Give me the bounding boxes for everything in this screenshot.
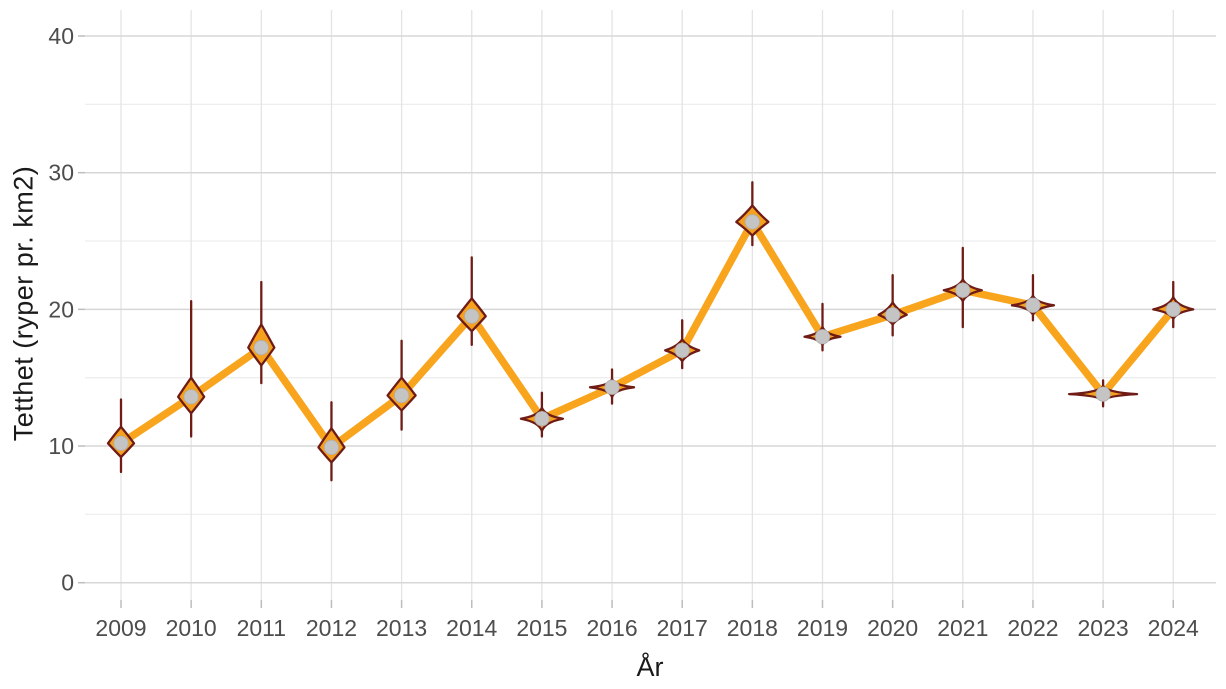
- x-tick-label-2024: 2024: [1148, 615, 1199, 641]
- mean-point-2012: [323, 439, 340, 455]
- x-tick-label-2011: 2011: [237, 615, 286, 641]
- x-tick-label-2010: 2010: [166, 615, 217, 641]
- x-tick-label-2016: 2016: [586, 615, 637, 641]
- x-tick-label-2014: 2014: [446, 615, 497, 641]
- mean-point-2019: [814, 329, 831, 345]
- mean-point-2018: [744, 214, 760, 230]
- mean-point-2013: [393, 387, 410, 404]
- y-tick-label-40: 40: [48, 23, 74, 49]
- mean-point-2023: [1095, 386, 1111, 402]
- y-axis-title: Tetthet (ryper pr. km2): [8, 165, 39, 442]
- mean-point-2009: [113, 435, 129, 451]
- x-tick-label-2015: 2015: [516, 615, 567, 641]
- mean-line: [117, 218, 1177, 452]
- mean-point-2015: [534, 411, 550, 427]
- y-tick-label-0: 0: [61, 570, 74, 596]
- x-tick-label-2013: 2013: [376, 615, 427, 641]
- mean-point-2011: [253, 340, 269, 356]
- x-tick-label-2023: 2023: [1078, 615, 1129, 641]
- x-tick-label-2022: 2022: [1007, 615, 1058, 641]
- x-tick-label-2021: 2021: [937, 615, 988, 641]
- mean-point-2014: [464, 308, 480, 324]
- mean-point-2016: [604, 379, 620, 395]
- x-axis-title: År: [636, 652, 664, 682]
- x-tick-label-2012: 2012: [306, 615, 357, 641]
- x-tick-label-2017: 2017: [657, 615, 708, 641]
- y-tick-label-10: 10: [48, 433, 74, 459]
- x-tick-label-2009: 2009: [95, 615, 146, 641]
- mean-point-2021: [955, 282, 971, 298]
- mean-point-2022: [1025, 297, 1041, 313]
- mean-point-2024: [1165, 301, 1181, 317]
- y-tick-label-20: 20: [48, 296, 74, 322]
- x-tick-label-2018: 2018: [727, 615, 778, 641]
- x-tick-label-2020: 2020: [867, 615, 918, 641]
- mean-point-2010: [183, 389, 199, 405]
- y-tick-label-30: 30: [48, 160, 74, 186]
- x-tick-label-2019: 2019: [797, 615, 848, 641]
- mean-point-2020: [885, 307, 901, 323]
- mean-point-2017: [674, 342, 690, 358]
